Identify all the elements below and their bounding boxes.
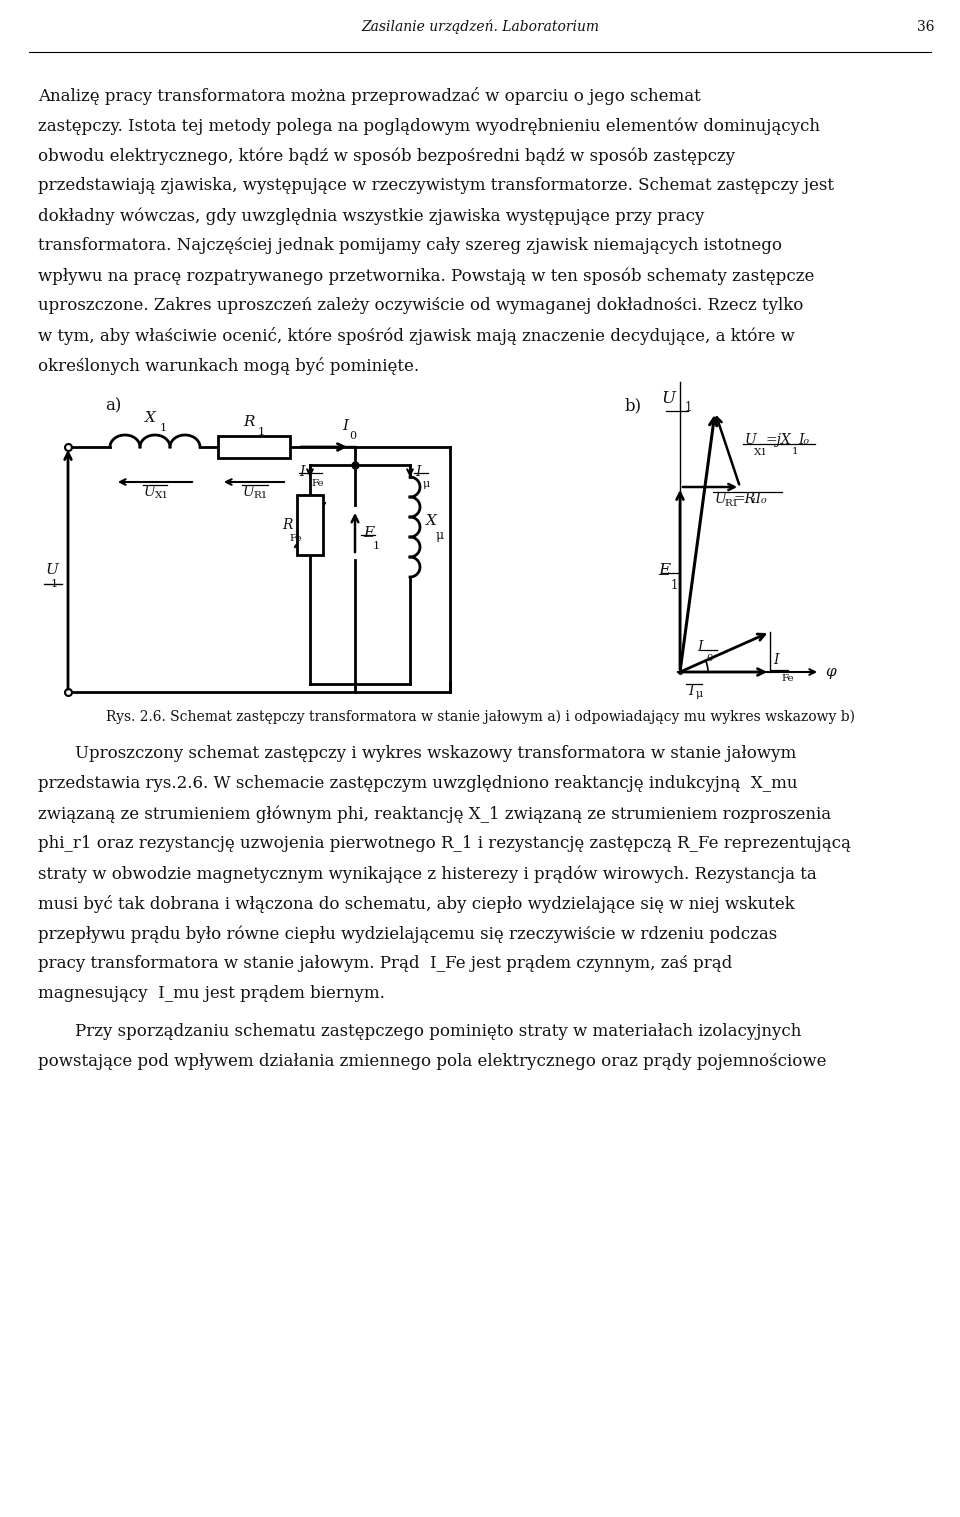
Text: 1: 1 [373,540,380,551]
Text: przepływu prądu było równe ciepłu wydzielającemu się rzeczywiście w rdzeniu podc: przepływu prądu było równe ciepłu wydzie… [38,925,778,942]
Text: przedstawia rys.2.6. W schemacie zastępczym uwzględniono reaktancję indukcyjną  : przedstawia rys.2.6. W schemacie zastępc… [38,775,798,792]
Text: a): a) [105,397,121,414]
Text: wpływu na pracę rozpatrywanego przetwornika. Powstają w ten sposób schematy zast: wpływu na pracę rozpatrywanego przetworn… [38,267,814,285]
Text: 36: 36 [918,20,935,33]
Text: U: U [144,485,156,499]
Text: U: U [661,390,675,407]
Text: R: R [282,517,293,532]
Text: I: I [698,640,703,654]
Text: pracy transformatora w stanie jałowym. Prąd  I_Fe jest prądem czynnym, zaś prąd: pracy transformatora w stanie jałowym. P… [38,956,732,972]
Text: Uproszczony schemat zastępczy i wykres wskazowy transformatora w stanie jałowym: Uproszczony schemat zastępczy i wykres w… [75,745,796,762]
Text: X: X [145,411,156,425]
Text: R: R [243,416,254,429]
Text: U: U [45,563,58,576]
Text: =jX: =jX [766,432,792,446]
Bar [297,495,323,555]
Text: 1: 1 [51,579,58,589]
Text: związaną ze strumieniem głównym phi, reaktancję X_1 związaną ze strumieniem rozp: związaną ze strumieniem głównym phi, rea… [38,806,831,822]
Text: I: I [415,466,420,479]
Text: w tym, aby właściwie ocenić, które spośród zjawisk mają znaczenie decydujące, a : w tym, aby właściwie ocenić, które spośr… [38,328,795,344]
Text: 1: 1 [671,579,678,592]
Text: φ: φ [825,664,835,680]
Text: obwodu elektrycznego, które bądź w sposób bezpośredni bądź w sposób zastępczy: obwodu elektrycznego, które bądź w sposó… [38,147,735,164]
Text: μ: μ [436,529,444,542]
Text: 1: 1 [257,426,265,437]
Text: określonych warunkach mogą być pominięte.: określonych warunkach mogą być pominięte… [38,356,420,375]
Text: μ: μ [696,689,704,699]
Text: X1: X1 [155,492,169,501]
Text: zastępczy. Istota tej metody polega na poglądowym wyodrębnieniu elementów dominu: zastępczy. Istota tej metody polega na p… [38,117,820,135]
Text: Fe: Fe [311,479,324,488]
Text: 1: 1 [159,423,167,432]
Text: I: I [342,419,348,432]
Text: dokładny wówczas, gdy uwzględnia wszystkie zjawiska występujące przy pracy: dokładny wówczas, gdy uwzględnia wszystk… [38,206,705,225]
Text: przedstawiają zjawiska, występujące w rzeczywistym transformatorze. Schemat zast: przedstawiają zjawiska, występujące w rz… [38,177,834,194]
Text: 1: 1 [685,400,692,414]
Text: U: U [715,492,727,507]
Text: R1: R1 [253,492,268,501]
Text: I: I [300,466,305,479]
Text: 1: 1 [792,446,799,455]
Text: E: E [363,525,374,540]
Text: Przy sporządzaniu schematu zastępczego pominięto straty w materiałach izolacyjny: Przy sporządzaniu schematu zastępczego p… [75,1022,802,1041]
Bar [218,435,290,458]
Text: Rys. 2.6. Schemat zastępczy transformatora w stanie jałowym a) i odpowiadający m: Rys. 2.6. Schemat zastępczy transformato… [106,710,854,725]
Text: musi być tak dobrana i włączona do schematu, aby ciepło wydzielające się w niej : musi być tak dobrana i włączona do schem… [38,895,795,913]
Text: X1: X1 [754,448,768,457]
Text: Fe: Fe [289,534,302,543]
Text: R1: R1 [724,499,738,508]
Text: X: X [426,514,437,528]
Text: μ: μ [423,479,430,488]
Text: Analizę pracy transformatora można przeprowadzać w oparciu o jego schemat: Analizę pracy transformatora można przep… [38,86,701,105]
Text: =R: =R [734,492,756,507]
Text: magnesujący  I_mu jest prądem biernym.: magnesujący I_mu jest prądem biernym. [38,985,385,1003]
Text: U: U [243,485,254,499]
Text: E: E [658,561,670,579]
Text: 0: 0 [349,431,356,441]
Text: U: U [745,432,756,446]
Text: b): b) [625,397,642,414]
Text: Fe: Fe [781,674,794,683]
Text: uproszczone. Zakres uproszczeń zależy oczywiście od wymaganej dokładności. Rzecz: uproszczone. Zakres uproszczeń zależy oc… [38,297,804,314]
Text: powstające pod wpływem działania zmiennego pola elektrycznego oraz prądy pojemno: powstające pod wpływem działania zmienne… [38,1053,827,1069]
Text: I₀: I₀ [798,432,809,446]
Text: straty w obwodzie magnetycznym wynikające z histerezy i prądów wirowych. Rezysta: straty w obwodzie magnetycznym wynikając… [38,865,817,883]
Text: 0: 0 [707,654,713,663]
Text: ₁I₀: ₁I₀ [750,492,767,507]
Text: I: I [773,652,779,667]
Text: Zasilanie urządzeń. Laboratorium: Zasilanie urządzeń. Laboratorium [361,20,599,35]
Text: transformatora. Najczęściej jednak pomijamy cały szereg zjawisk niemających isto: transformatora. Najczęściej jednak pomij… [38,237,782,253]
Text: I: I [688,684,693,698]
Text: phi_r1 oraz rezystancję uzwojenia pierwotnego R_1 i rezystancję zastępczą R_Fe r: phi_r1 oraz rezystancję uzwojenia pierwo… [38,834,851,853]
